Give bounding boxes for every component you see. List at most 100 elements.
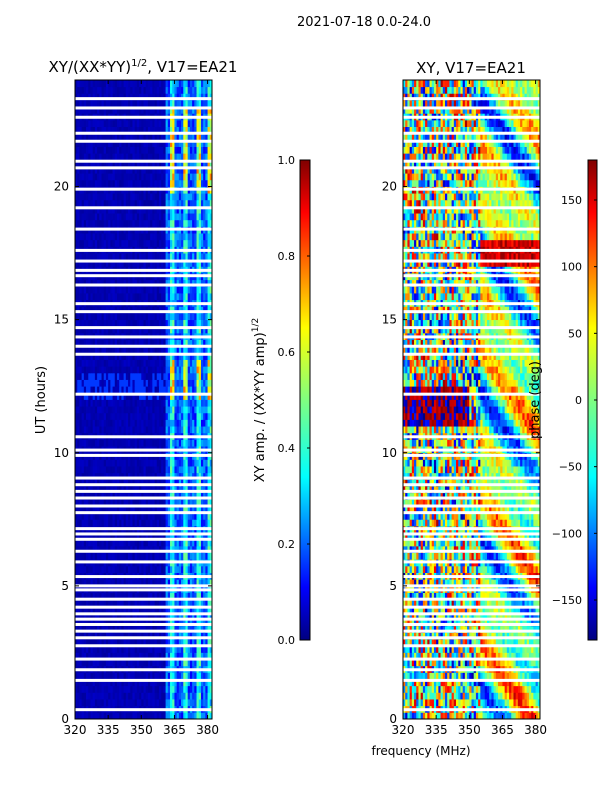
heatmap-cell [152,652,155,660]
heatmap-cell [203,359,206,367]
heatmap-cell [125,306,129,314]
heatmap-cell [185,312,189,321]
heatmap-cell [125,506,129,514]
heatmap-cell [172,472,175,480]
heatmap-cell [136,625,140,633]
heatmap-cell [75,233,78,241]
heatmap-cell [119,492,122,500]
heatmap-cell [178,499,182,507]
heatmap-cell [161,392,164,400]
heatmap-cell [163,506,166,514]
heatmap-cell [198,579,202,587]
heatmap-cell [101,392,105,400]
heatmap-cell [178,599,182,607]
heatmap-cell [130,472,133,480]
heatmap-cell [81,659,85,667]
heatmap-cell [163,592,166,600]
heatmap-cell [156,346,160,354]
heatmap-cell [136,193,140,201]
heatmap-cell [205,532,208,540]
heatmap-cell [86,219,89,227]
heatmap-cell [90,539,94,547]
heatmap-cell [125,259,129,267]
heatmap-cell [108,652,111,660]
heatmap-cell [81,339,85,347]
heatmap-cell [119,213,122,221]
heatmap-cell [152,592,155,600]
heatmap-cell [143,506,147,514]
heatmap-cell [79,179,83,187]
heatmap-cell [103,659,107,667]
heatmap-cell [105,366,109,374]
heatmap-cell [116,179,120,187]
heatmap-cell [167,479,171,487]
heatmap-cell [176,319,180,327]
heatmap-cell [83,259,87,267]
heatmap-cell [174,319,178,327]
heatmap-cell [178,286,182,294]
heatmap-cell [97,472,100,480]
heatmap-cell [132,426,136,434]
heatmap-cell [207,685,211,693]
heatmap-cell [81,679,85,687]
heatmap-cell [178,565,182,573]
heatmap-cell [209,386,212,394]
heatmap-cell [207,326,211,334]
heatmap-cell [110,412,113,420]
heatmap-cell [196,193,200,201]
heatmap-cell [125,539,129,547]
heatmap-cell [141,213,144,221]
heatmap-cell [196,233,200,241]
heatmap-cell [81,612,85,620]
heatmap-cell [94,532,98,540]
heatmap-cell [143,346,147,354]
heatmap-cell [147,692,151,700]
heatmap-cell [152,193,155,201]
heatmap-cell [83,479,87,487]
heatmap-cell [141,206,144,214]
heatmap-cell [121,199,125,207]
heatmap-cell [125,619,129,627]
heatmap-cell [147,319,151,327]
heatmap-cell [196,506,200,514]
heatmap-cell [86,193,89,201]
heatmap-cell [207,672,211,680]
heatmap-cell [101,239,105,247]
heatmap-cell [192,579,195,587]
heatmap-cell [108,685,111,693]
heatmap-cell [145,219,149,227]
heatmap-cell [207,506,211,514]
heatmap-cell [187,486,191,494]
heatmap-cell [207,412,211,420]
heatmap-cell [189,293,193,301]
heatmap-cell [134,699,138,707]
heatmap-cell [125,386,129,394]
heatmap-cell [141,625,144,633]
heatmap-cell [150,479,153,487]
heatmap-cell [79,632,83,640]
heatmap-cell [112,639,116,647]
heatmap-cell [189,372,193,380]
heatmap-cell [134,312,138,321]
heatmap-cell [174,632,178,640]
heatmap-cell [203,319,206,327]
heatmap-cell [119,253,122,261]
heatmap-cell [136,565,140,573]
heatmap-cell [187,592,191,600]
heatmap-cell [77,612,80,620]
heatmap-cell [136,512,140,520]
heatmap-cell [196,692,200,700]
heatmap-cell [112,612,116,620]
heatmap-cell [176,259,180,267]
heatmap-cell [205,346,208,354]
heatmap-cell [178,506,182,514]
heatmap-cell [163,372,166,380]
heatmap-cell [88,565,91,573]
heatmap-cell [108,306,111,314]
heatmap-cell [79,286,83,294]
heatmap-cell [103,339,107,347]
heatmap-cell [143,386,147,394]
heatmap-cell [77,659,80,667]
heatmap-cell [130,392,133,400]
heatmap-cell [176,386,180,394]
